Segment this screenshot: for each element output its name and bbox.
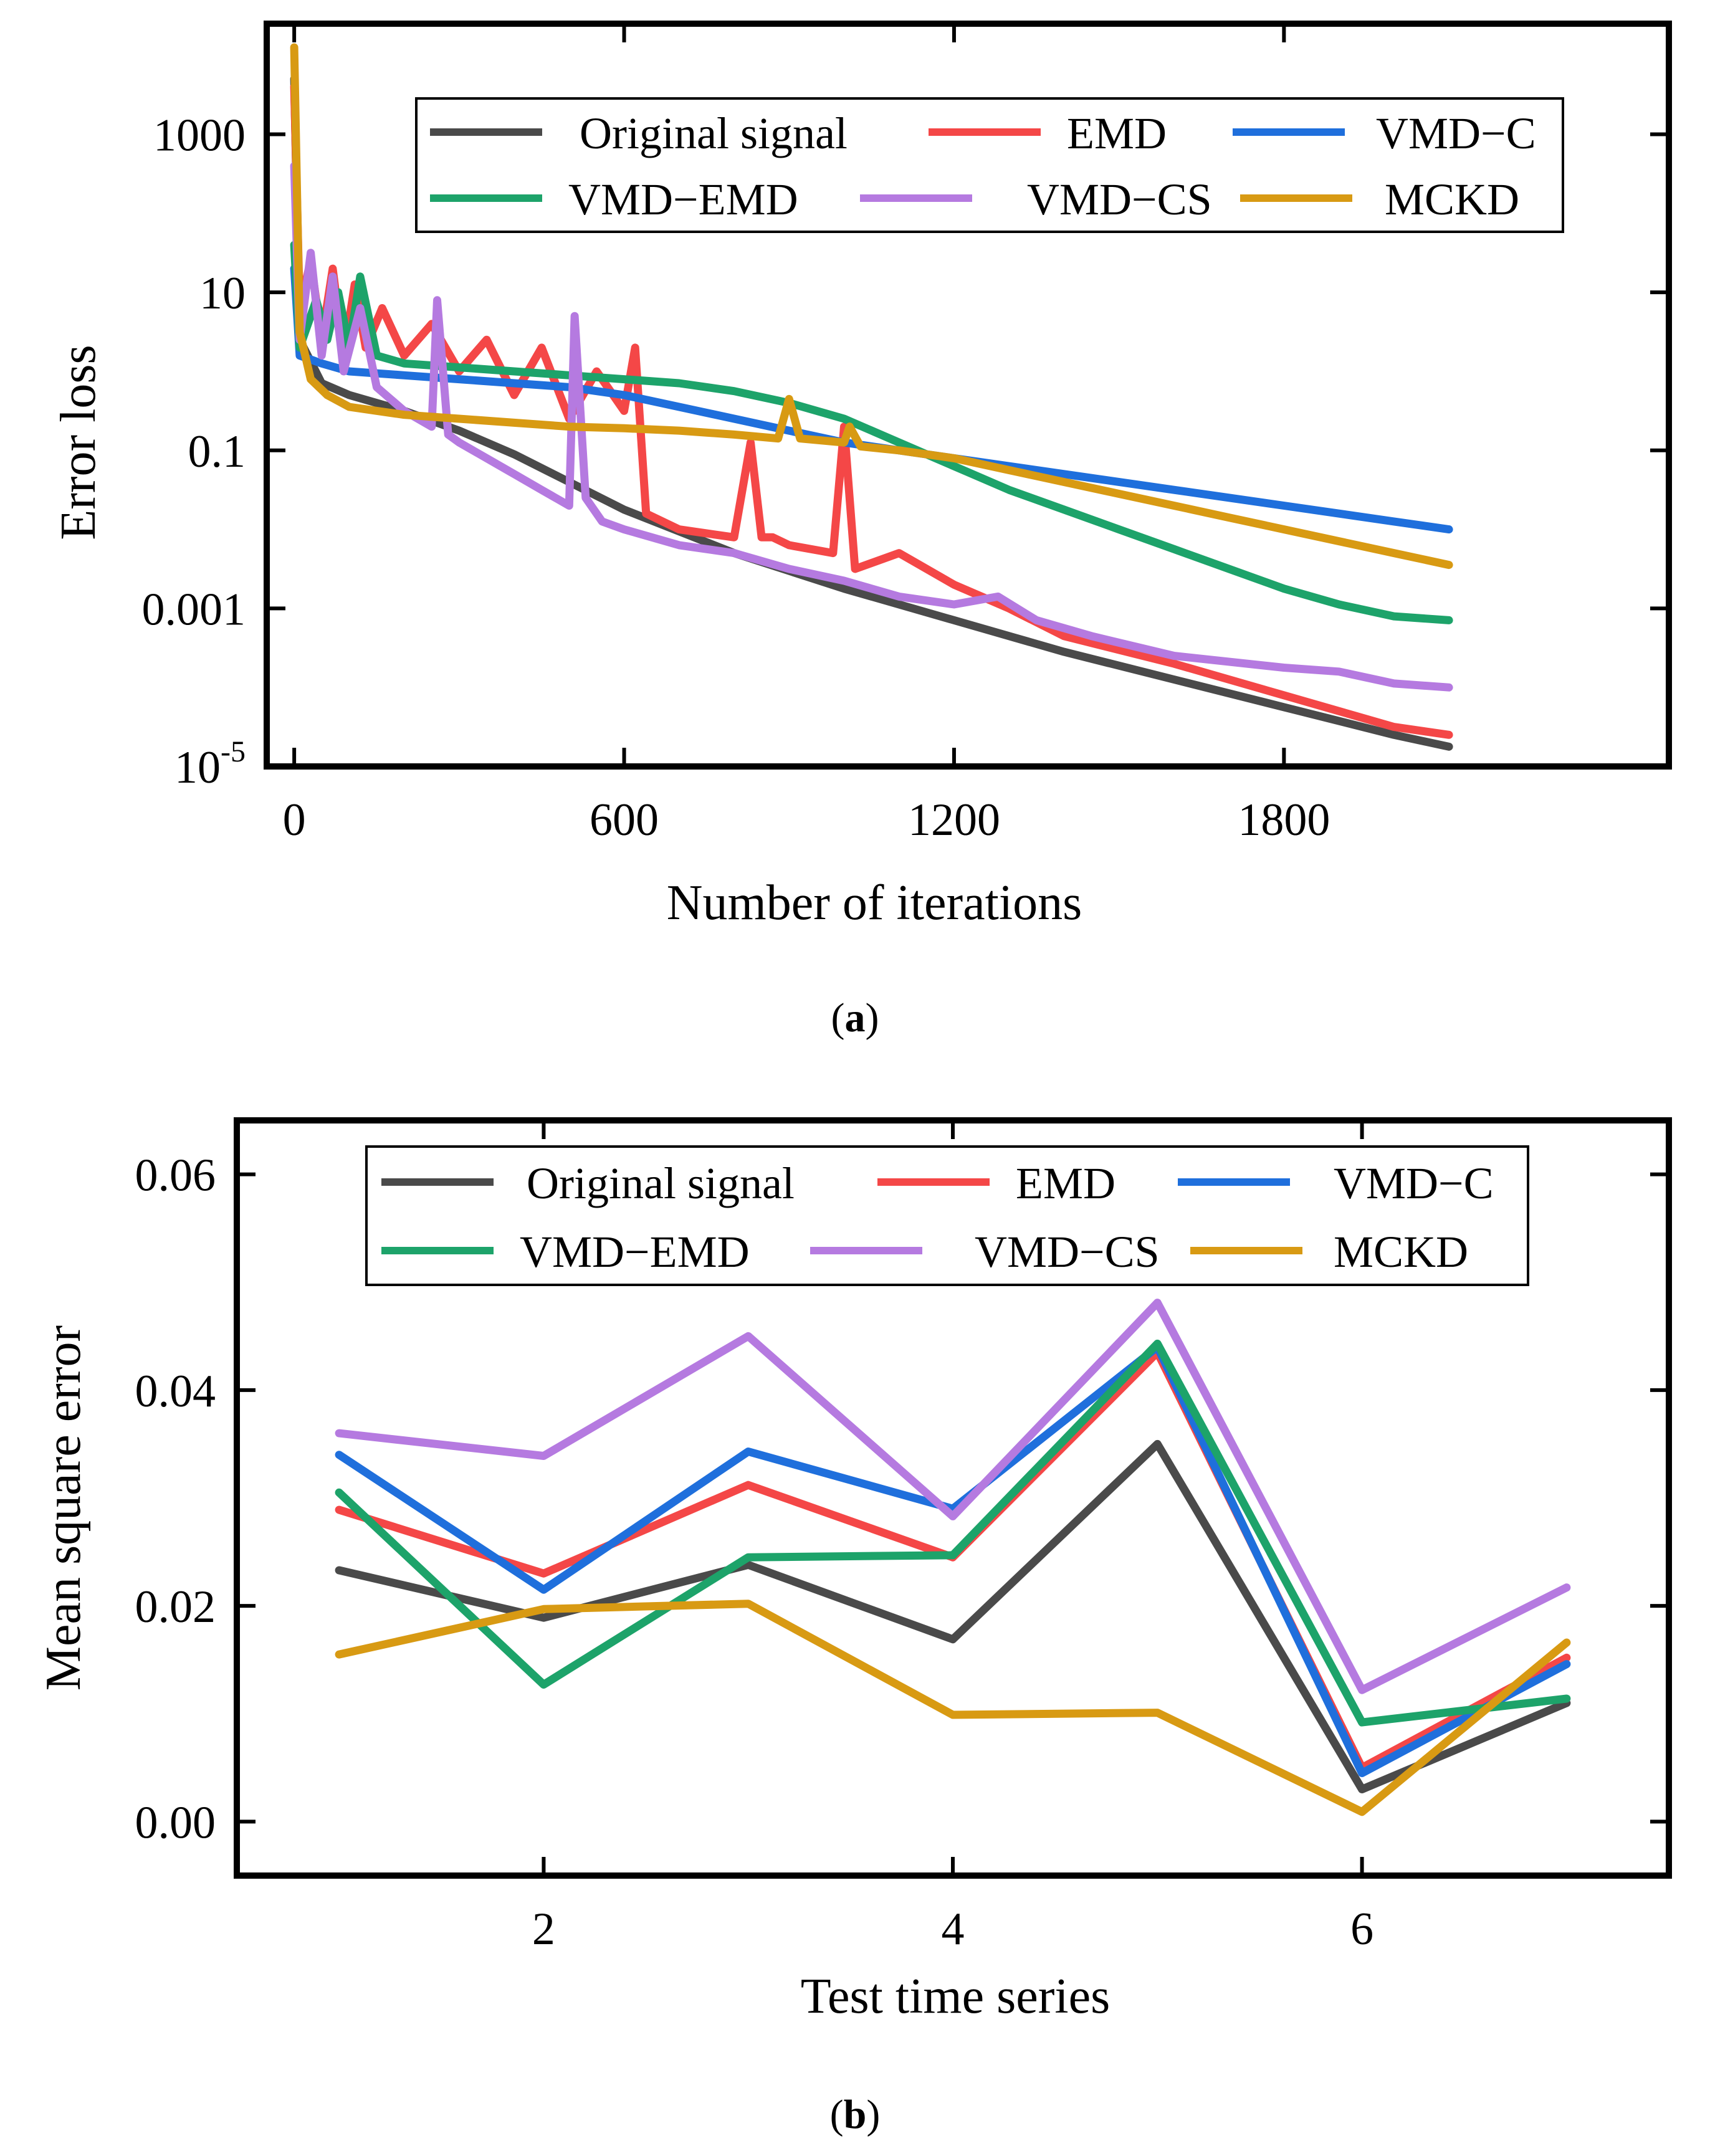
chart-a-xtick-label: 600 <box>590 794 659 846</box>
chart-b-xtick-label: 2 <box>532 1904 555 1955</box>
chart-a-series-line-4 <box>290 161 1453 692</box>
legend-a-label-0: Original signal <box>580 108 848 158</box>
legend-b-label-3: VMD−EMD <box>520 1227 750 1277</box>
chart-b-series-line-5 <box>335 1600 1571 1816</box>
legend-a-label-2: VMD−C <box>1376 108 1536 158</box>
chart-a-tick-labels: 0 600 1200 1800 10-5 0.001 0.1 10 1000 <box>142 110 1330 846</box>
legend-b-label-5: MCKD <box>1334 1227 1468 1277</box>
chart-a-caption: (a) <box>831 995 879 1041</box>
chart-b-ytick-label: 0.06 <box>135 1150 216 1201</box>
legend-b-label-0: Original signal <box>527 1158 795 1208</box>
chart-a-xtick-label: 0 <box>283 794 306 846</box>
chart-a-xtick-label: 1200 <box>908 794 1000 846</box>
legend-b-label-2: VMD−C <box>1334 1158 1494 1208</box>
legend-b-label-4: VMD−CS <box>975 1227 1160 1277</box>
chart-b-caption: (b) <box>830 2092 881 2137</box>
chart-b-ytick-label: 0.00 <box>135 1797 216 1848</box>
chart-b-series-line-3 <box>335 1339 1571 1727</box>
chart-b-tick-labels: 2 4 6 0.00 0.02 0.04 0.06 <box>135 1150 1374 1955</box>
chart-b: 2 4 6 0.00 0.02 0.04 0.06 Original signal EMD … <box>36 1117 1672 2137</box>
legend-b-label-1: EMD <box>1016 1158 1115 1208</box>
chart-a-ytick-label: 0.1 <box>188 426 246 477</box>
chart-b-series-line-1 <box>335 1348 1571 1772</box>
chart-a: 0 600 1200 1800 10-5 0.001 0.1 10 1000 Original … <box>51 21 1672 1041</box>
chart-a-series <box>290 43 1453 751</box>
chart-b-xtick-label: 4 <box>942 1904 965 1955</box>
chart-b-ytick-label: 0.04 <box>135 1366 216 1417</box>
legend-a-label-1: EMD <box>1067 108 1167 158</box>
chart-b-legend-box <box>365 1145 1529 1286</box>
chart-b-ytick-label: 0.02 <box>135 1581 216 1633</box>
legend-a-label-3: VMD−EMD <box>568 174 798 224</box>
chart-a-ylabel: Error loss <box>51 345 106 540</box>
chart-b-series-line-4 <box>335 1299 1571 1694</box>
chart-b-series-line-2 <box>335 1343 1571 1777</box>
chart-a-series-line-5 <box>290 43 1453 570</box>
chart-a-xlabel: Number of iterations <box>667 875 1082 930</box>
chart-a-ytick-label: 0.001 <box>142 584 246 635</box>
chart-a-xtick-label: 1800 <box>1238 794 1330 846</box>
legend-a-label-4: VMD−CS <box>1027 174 1212 224</box>
legend-a-label-5: MCKD <box>1385 174 1519 224</box>
chart-b-xlabel: Test time series <box>801 1969 1110 2024</box>
chart-b-ylabel: Mean square error <box>36 1325 91 1691</box>
chart-b-plot-frame <box>234 1117 1672 1879</box>
chart-b-series-line-0 <box>335 1439 1571 1793</box>
chart-a-ytick-label: 10-5 <box>174 735 246 793</box>
chart-a-series-line-2 <box>290 264 1453 534</box>
chart-a-legend: Original signal EMD VMD−C VMD−EMD VMD−CS… <box>415 97 1564 233</box>
chart-a-legend-box <box>415 97 1564 233</box>
chart-a-series-line-1 <box>290 82 1453 739</box>
chart-a-series-line-3 <box>290 241 1453 624</box>
chart-a-series-line-0 <box>290 75 1453 751</box>
chart-a-ytick-label: 1000 <box>153 110 246 161</box>
chart-b-xtick-label: 6 <box>1350 1904 1373 1955</box>
chart-b-series <box>335 1299 1571 1816</box>
chart-a-ytick-label: 10 <box>199 268 246 319</box>
chart-b-legend: Original signal EMD VMD−C VMD−EMD VMD−CS… <box>365 1145 1529 1286</box>
chart-a-plot-frame <box>264 21 1672 770</box>
